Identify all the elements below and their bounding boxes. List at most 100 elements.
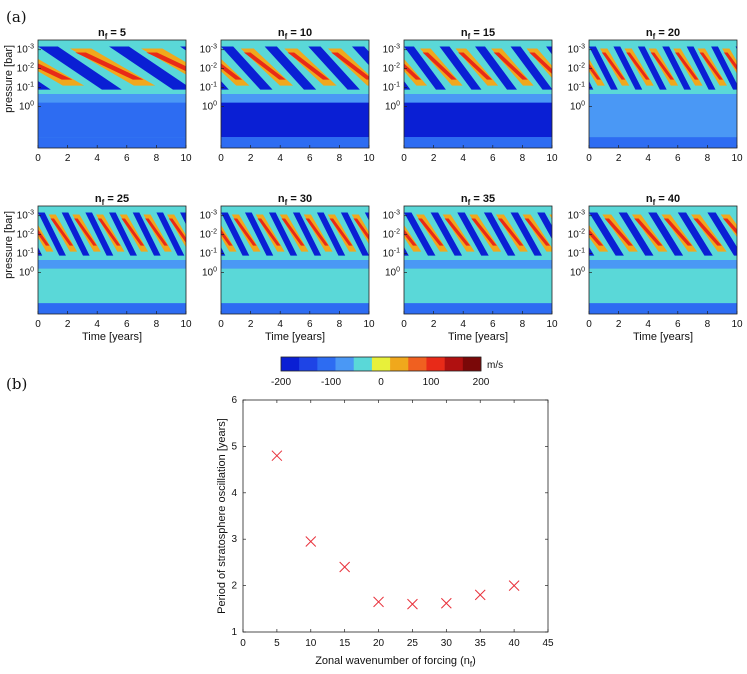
scatter-x-tick-label: 20 — [373, 638, 385, 649]
heatmap-band-low — [589, 268, 737, 304]
x-tick-label: 2 — [616, 153, 622, 164]
heatmap-band-top — [589, 206, 737, 213]
easterly-band — [457, 212, 489, 256]
y-axis-label: pressure [bar] — [3, 45, 15, 113]
easterly-band — [308, 46, 360, 90]
easterly-band — [364, 212, 369, 221]
x-tick-label: 0 — [218, 319, 224, 330]
y-tick-label: 10-3 — [17, 210, 34, 222]
westerly-core — [422, 52, 457, 80]
easterly-band — [156, 212, 185, 256]
westerly-core — [145, 218, 168, 246]
x-tick-label: 2 — [616, 319, 622, 330]
colorbar-segment — [317, 357, 336, 371]
easterly-band — [268, 212, 298, 256]
heatmap-band-bottom — [589, 137, 737, 148]
westerly-core — [699, 52, 723, 80]
x-tick-label: 0 — [35, 153, 41, 164]
westerly-core — [221, 63, 243, 80]
panel-frame — [37, 205, 187, 315]
westerly-core — [663, 218, 693, 246]
x-tick-label: 8 — [337, 319, 343, 330]
westerly-core — [723, 52, 737, 71]
easterly-band — [483, 212, 516, 256]
x-tick-label: 10 — [363, 153, 375, 164]
easterly-band — [221, 212, 250, 256]
scatter-point — [271, 450, 283, 462]
colorbar-segment — [444, 357, 464, 371]
easterly-band — [613, 46, 643, 90]
easterly-band — [686, 46, 716, 90]
x-tick-label: 10 — [363, 319, 375, 330]
easterly-band — [537, 212, 552, 240]
x-tick-label: 4 — [277, 153, 283, 164]
panel-title: nf = 10 — [278, 27, 312, 41]
heatmap-band-bottom — [38, 137, 186, 148]
scatter-point — [373, 596, 384, 608]
y-tick-label: 10-2 — [383, 229, 400, 241]
y-tick-label: 10-2 — [17, 63, 34, 75]
easterly-band — [38, 81, 51, 90]
heatmap-band-low — [38, 102, 186, 138]
panel-b-label: (b) — [6, 375, 27, 393]
westerly-core — [38, 229, 50, 246]
heatmap-band-bottom — [404, 303, 552, 314]
x-tick-label: 6 — [307, 319, 313, 330]
panel-frame — [588, 39, 738, 149]
heatmap-band-top — [589, 40, 737, 47]
x-tick-label: 6 — [490, 153, 496, 164]
westerly-core — [722, 218, 737, 235]
colorbar: m/s -200 -100 0 100 200 — [271, 356, 503, 388]
x-tick-label: 0 — [586, 319, 592, 330]
y-tick-label: 10-3 — [200, 44, 217, 56]
easterly-band — [132, 212, 161, 256]
x-tick-label: 2 — [65, 153, 71, 164]
colorbar-segment — [281, 357, 300, 371]
heatmap-panel-nf-40: nf = 40 0 2 4 6 8 10 Time [years] 10-3 10-2 10-1 10… — [568, 193, 743, 343]
x-tick-label: 2 — [65, 319, 71, 330]
panel-frame — [403, 39, 553, 149]
scatter-point — [407, 598, 418, 610]
easterly-band — [85, 212, 114, 256]
heatmap-band-bottom — [38, 303, 186, 314]
y-tick-label: 10-2 — [17, 229, 34, 241]
y-tick-label: 10-2 — [568, 63, 585, 75]
heatmap-band-top — [38, 40, 186, 47]
heatmap-band-top — [404, 206, 552, 213]
westerly-core — [257, 218, 281, 246]
westerly-core — [243, 52, 286, 80]
y-tick-label: 10-2 — [200, 63, 217, 75]
westerly-band — [221, 224, 237, 252]
easterly-band — [221, 46, 273, 90]
colorbar-segment — [353, 357, 373, 371]
panel-title: nf = 30 — [278, 193, 312, 207]
x-tick-label: 6 — [675, 153, 681, 164]
westerly-core — [417, 218, 444, 246]
westerly-core — [146, 52, 186, 72]
colorbar-unit: m/s — [487, 360, 503, 371]
westerly-core — [497, 218, 524, 246]
heatmap-band-low — [404, 102, 552, 138]
panel-title: nf = 40 — [646, 193, 680, 207]
westerly-core — [38, 63, 73, 80]
easterly-band — [404, 212, 436, 256]
x-tick-label: 2 — [248, 319, 254, 330]
x-tick-label: 4 — [460, 153, 466, 164]
scatter-x-tick-label: 40 — [509, 638, 521, 649]
heatmap-band-top — [221, 206, 369, 213]
y-tick-label: 10-1 — [383, 248, 400, 260]
scatter-x-tick-label: 25 — [407, 638, 419, 649]
panel-a-label: (a) — [6, 8, 27, 26]
x-axis-label: Time [years] — [633, 331, 693, 343]
colorbar-segment — [371, 357, 391, 371]
scatter-x-tick-label: 30 — [441, 638, 453, 649]
easterly-band — [439, 46, 482, 90]
y-tick-label: 100 — [385, 100, 400, 112]
heatmap-band-low — [221, 268, 369, 304]
scatter-frame — [242, 399, 549, 633]
easterly-band — [264, 46, 317, 90]
x-tick-label: 4 — [645, 153, 651, 164]
westerly-core — [404, 229, 417, 246]
easterly-band — [430, 212, 463, 256]
panel-title: nf = 35 — [461, 193, 495, 207]
